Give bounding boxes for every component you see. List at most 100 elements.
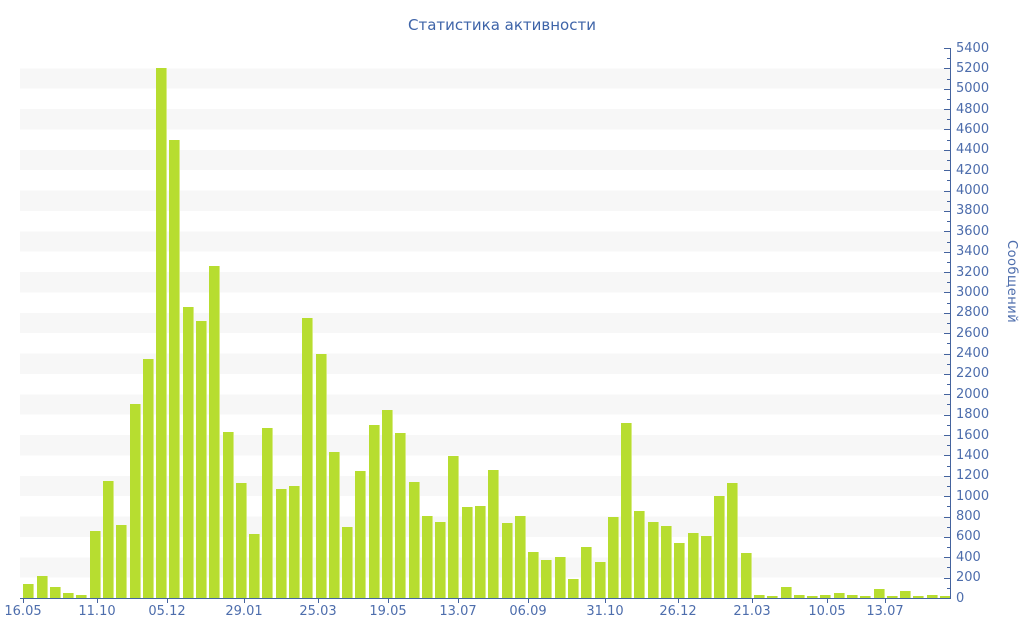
y-tick-label: 0: [956, 590, 965, 606]
y-minor-tick: [947, 587, 950, 589]
activity-bar: [142, 358, 154, 598]
y-tick: [944, 577, 950, 579]
x-tick: [97, 599, 98, 603]
x-tick: [678, 599, 679, 603]
y-tick: [944, 516, 950, 518]
y-tick: [944, 210, 950, 212]
y-minor-tick: [947, 302, 950, 304]
activity-bar: [435, 521, 447, 598]
x-tick: [827, 599, 828, 603]
activity-bar: [302, 317, 314, 598]
chart-title: Статистика активности: [408, 16, 596, 34]
y-tick-label: 4600: [956, 121, 990, 137]
activity-bar: [873, 589, 885, 598]
x-tick: [605, 599, 606, 603]
y-minor-tick: [947, 424, 950, 426]
y-tick: [944, 170, 950, 172]
y-tick-label: 3400: [956, 244, 990, 260]
y-tick: [944, 536, 950, 538]
y-minor-tick: [947, 485, 950, 487]
activity-bar: [395, 433, 407, 598]
y-tick: [944, 394, 950, 396]
x-tick-label: 16.05: [4, 604, 42, 619]
activity-bar: [448, 456, 460, 598]
x-tick-label: 11.10: [78, 604, 116, 619]
activity-bar: [833, 593, 845, 598]
activity-bar: [940, 595, 951, 598]
activity-bar: [421, 516, 433, 598]
y-tick-label: 3600: [956, 223, 990, 239]
y-tick-label: 4400: [956, 142, 990, 158]
activity-bar: [687, 532, 699, 598]
y-tick: [944, 272, 950, 274]
y-tick-label: 1400: [956, 447, 990, 463]
y-minor-tick: [947, 241, 950, 243]
y-minor-tick: [947, 282, 950, 284]
y-tick: [944, 231, 950, 233]
activity-bar: [926, 594, 938, 598]
y-tick: [944, 557, 950, 559]
activity-bar: [328, 452, 340, 598]
y-minor-tick: [947, 404, 950, 406]
x-tick: [167, 599, 168, 603]
x-tick-label: 29.01: [225, 604, 263, 619]
activity-bar: [89, 530, 101, 598]
activity-bar: [714, 496, 726, 598]
y-tick: [944, 190, 950, 192]
y-tick-label: 800: [956, 509, 981, 525]
activity-bar: [461, 507, 473, 598]
y-tick-label: 1800: [956, 407, 990, 423]
y-tick: [944, 496, 950, 498]
y-minor-tick: [947, 547, 950, 549]
y-tick: [944, 598, 950, 599]
y-minor-tick: [947, 465, 950, 467]
y-tick: [944, 435, 950, 437]
y-tick-label: 1200: [956, 468, 990, 484]
activity-bar: [156, 68, 168, 598]
activity-bar: [900, 590, 912, 598]
activity-bar: [501, 522, 513, 598]
y-minor-tick: [947, 261, 950, 263]
y-minor-tick: [947, 567, 950, 569]
activity-bar: [262, 427, 274, 598]
y-tick: [944, 333, 950, 335]
x-tick-label: 31.10: [586, 604, 624, 619]
activity-bar: [607, 516, 619, 598]
y-tick: [944, 353, 950, 355]
y-minor-tick: [947, 526, 950, 528]
x-tick-label: 06.09: [509, 604, 547, 619]
x-tick-label: 10.05: [808, 604, 846, 619]
activity-bar: [740, 552, 752, 598]
activity-bar: [63, 592, 75, 598]
activity-bar: [661, 525, 672, 598]
x-tick: [752, 599, 753, 603]
activity-bar: [727, 482, 739, 598]
activity-bar: [581, 546, 593, 598]
activity-bar: [913, 595, 925, 598]
y-tick-label: 2000: [956, 386, 990, 402]
x-tick: [885, 599, 886, 603]
activity-bar: [235, 482, 247, 598]
activity-bar: [820, 594, 832, 598]
activity-bar: [355, 470, 367, 598]
y-minor-tick: [947, 200, 950, 202]
activity-bar: [847, 594, 858, 598]
y-tick: [944, 312, 950, 314]
activity-bar: [754, 595, 765, 598]
y-tick: [944, 48, 950, 49]
x-tick-label: 26.12: [659, 604, 697, 619]
y-minor-tick: [947, 58, 950, 60]
activity-bar: [76, 594, 88, 598]
x-tick-label: 21.03: [733, 604, 771, 619]
x-tick: [458, 599, 459, 603]
y-minor-tick: [947, 180, 950, 182]
y-tick: [944, 251, 950, 253]
x-tick-label: 19.05: [369, 604, 407, 619]
y-tick-label: 2400: [956, 346, 990, 362]
y-tick-label: 4000: [956, 183, 990, 199]
y-minor-tick: [947, 343, 950, 345]
activity-bar: [275, 489, 287, 598]
activity-bar: [514, 515, 526, 598]
y-tick-label: 400: [956, 549, 981, 565]
